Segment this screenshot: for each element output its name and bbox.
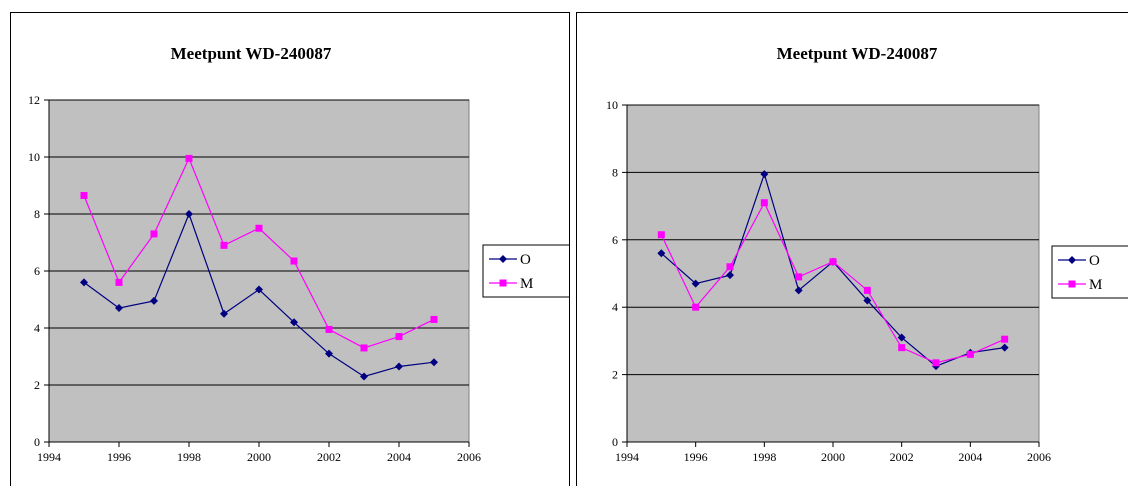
data-point <box>794 286 803 295</box>
data-point <box>395 362 403 371</box>
data-point <box>150 230 158 238</box>
y-tick-label: 4 <box>34 321 40 335</box>
data-point <box>726 263 734 271</box>
y-tick-label: 10 <box>28 150 40 164</box>
x-tick-label: 2006 <box>457 450 481 464</box>
x-tick-label: 2004 <box>958 450 982 464</box>
y-tick-label: 6 <box>612 233 618 247</box>
data-point <box>657 249 666 258</box>
data-point <box>795 273 803 281</box>
x-tick-label: 2002 <box>317 450 341 464</box>
data-point <box>255 285 263 294</box>
data-point <box>220 241 228 249</box>
chart-panel-left: Meetpunt WD-240087 0 2 4 6 8 10 12 1994 1996 1998 2… <box>10 12 570 486</box>
data-point <box>932 359 940 367</box>
data-point <box>290 257 298 265</box>
data-point <box>1000 343 1009 352</box>
x-tick-label: 1994 <box>37 450 61 464</box>
y-tick-label: 0 <box>612 435 618 449</box>
data-point <box>325 349 333 358</box>
x-tick-label: 1998 <box>752 450 776 464</box>
y-tick-label: 2 <box>612 368 618 382</box>
data-point <box>898 344 906 352</box>
data-point <box>691 279 700 288</box>
data-point <box>185 210 193 218</box>
data-point <box>863 286 871 294</box>
data-point <box>360 344 368 352</box>
chart-right-svg: Meetpunt WD-240087 0 2 4 6 8 10 1994 1996 1998 200… <box>606 44 1128 464</box>
data-point <box>897 333 906 342</box>
legend-label: M <box>520 276 533 292</box>
legend-label: M <box>1089 277 1102 293</box>
x-tick-label: 2004 <box>387 450 411 464</box>
y-tick-label: 10 <box>606 98 618 112</box>
data-point <box>220 309 228 318</box>
chart-panel-right: Meetpunt WD-240087 0 2 4 6 8 10 1994 1996 1998 200… <box>576 12 1128 486</box>
data-point <box>360 372 368 381</box>
data-point <box>430 358 438 367</box>
legend-marker <box>1068 280 1076 288</box>
data-point <box>115 278 123 286</box>
data-point <box>80 191 88 199</box>
data-point <box>395 333 403 341</box>
legend-marker <box>499 255 507 263</box>
y-tick-label: 4 <box>612 300 618 314</box>
y-tick-label: 8 <box>34 207 40 221</box>
data-point <box>726 271 734 280</box>
legend-label: O <box>520 252 531 268</box>
data-point <box>115 304 123 313</box>
x-tick-label: 2002 <box>890 450 914 464</box>
chart-title: Meetpunt WD-240087 <box>777 44 938 63</box>
y-tick-label: 2 <box>34 378 40 392</box>
x-tick-label: 1996 <box>684 450 708 464</box>
plot-area <box>626 104 1040 443</box>
y-tick-label: 8 <box>612 165 618 179</box>
legend-label: O <box>1089 253 1100 269</box>
x-tick-label: 1998 <box>177 450 201 464</box>
data-point <box>1001 335 1009 343</box>
data-point <box>692 303 700 311</box>
data-point <box>185 154 193 162</box>
data-point <box>255 224 263 232</box>
data-point <box>829 258 837 266</box>
data-point <box>966 350 974 358</box>
x-tick-label: 1994 <box>615 450 639 464</box>
x-tick-label: 2000 <box>247 450 271 464</box>
y-tick-label: 12 <box>28 93 40 107</box>
x-tick-label: 2006 <box>1027 450 1051 464</box>
data-point <box>760 199 768 207</box>
x-tick-label: 2000 <box>821 450 845 464</box>
legend-marker <box>499 279 507 287</box>
chart-title: Meetpunt WD-240087 <box>171 44 332 63</box>
data-point <box>325 325 333 333</box>
legend-marker <box>1068 256 1076 264</box>
data-point <box>80 278 88 287</box>
x-tick-label: 1996 <box>107 450 131 464</box>
chart-left-svg: Meetpunt WD-240087 0 2 4 6 8 10 12 1994 1996 1998 2… <box>28 44 569 464</box>
data-point <box>863 296 872 305</box>
data-point <box>150 296 158 305</box>
data-point <box>760 170 769 179</box>
legend-box <box>482 244 569 298</box>
data-point <box>430 315 438 323</box>
y-tick-label: 6 <box>34 264 40 278</box>
data-point <box>290 318 298 327</box>
y-tick-label: 0 <box>34 435 40 449</box>
data-point <box>657 231 665 239</box>
legend-box <box>1051 245 1128 299</box>
